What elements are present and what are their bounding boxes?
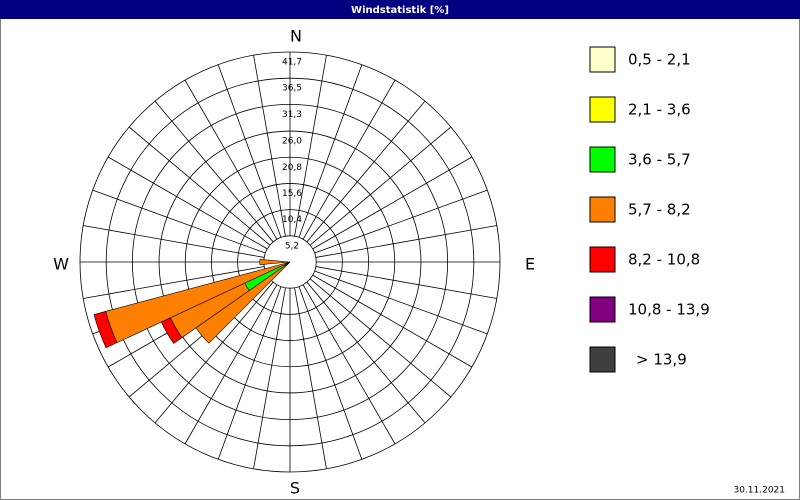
grid-ring [105, 77, 475, 447]
spoke [302, 79, 396, 240]
legend-swatch [589, 146, 616, 173]
legend-label: 2,1 - 3,6 [628, 101, 691, 119]
spoke [306, 281, 426, 424]
compass-label: N [290, 27, 302, 46]
legend-swatch [589, 246, 616, 273]
spoke [309, 278, 452, 398]
title-bar [0, 0, 800, 19]
legend-label: 10,8 - 13,9 [628, 301, 710, 319]
spoke [92, 189, 266, 254]
spoke [315, 266, 497, 299]
grid-ring [237, 209, 343, 315]
r-tick-label: 41,7 [282, 58, 302, 68]
compass-label: W [53, 255, 69, 274]
date: 30.11.2021 [733, 486, 785, 496]
spoke [154, 100, 274, 243]
legend-swatch [589, 296, 616, 323]
spoke [253, 287, 286, 469]
spoke [302, 284, 396, 445]
spoke [253, 55, 286, 237]
grid-ring [131, 103, 449, 421]
legend-label: 5,7 - 8,2 [628, 201, 691, 219]
r-tick-label: 5,2 [285, 241, 299, 251]
legend-label: 3,6 - 5,7 [628, 151, 691, 169]
grid-ring [211, 183, 369, 341]
spoke [309, 126, 452, 246]
wind-sector [259, 259, 291, 265]
r-tick-label: 26,0 [282, 137, 302, 147]
grid-ring [184, 156, 396, 368]
spoke [306, 100, 426, 243]
legend-swatch [589, 96, 616, 123]
spoke [217, 64, 282, 238]
legend-label: 0,5 - 2,1 [628, 51, 691, 69]
spoke [298, 286, 363, 460]
compass-label: S [290, 479, 300, 498]
spoke [184, 284, 278, 445]
spoke [294, 287, 327, 469]
legend-label: > 13,9 [636, 351, 687, 369]
r-tick-label: 31,3 [282, 110, 302, 120]
spoke [83, 225, 265, 258]
spoke [184, 79, 278, 240]
spoke [128, 126, 271, 246]
spoke [314, 189, 488, 254]
spoke [154, 281, 274, 424]
grid-ring [79, 51, 501, 473]
r-tick-label: 10,4 [282, 215, 302, 225]
spoke [83, 266, 265, 299]
legend-label: 8,2 - 10,8 [628, 251, 700, 269]
spoke [314, 270, 488, 335]
spoke [217, 286, 282, 460]
spoke [312, 156, 473, 250]
grid-ring [158, 130, 422, 394]
legend-swatch [589, 46, 616, 73]
r-tick-label: 20,8 [282, 163, 302, 173]
spoke [107, 156, 268, 250]
spoke [298, 64, 363, 238]
r-tick-label: 36,5 [282, 84, 302, 94]
spoke [312, 274, 473, 368]
legend-swatch [589, 346, 616, 373]
compass-label: E [525, 255, 535, 274]
chart-title: Windstatistik [%] [351, 5, 449, 16]
r-tick-label: 15,6 [282, 189, 302, 199]
legend-swatch [589, 196, 616, 223]
spoke [294, 55, 327, 237]
spoke [315, 225, 497, 258]
wind-sector [93, 311, 118, 349]
